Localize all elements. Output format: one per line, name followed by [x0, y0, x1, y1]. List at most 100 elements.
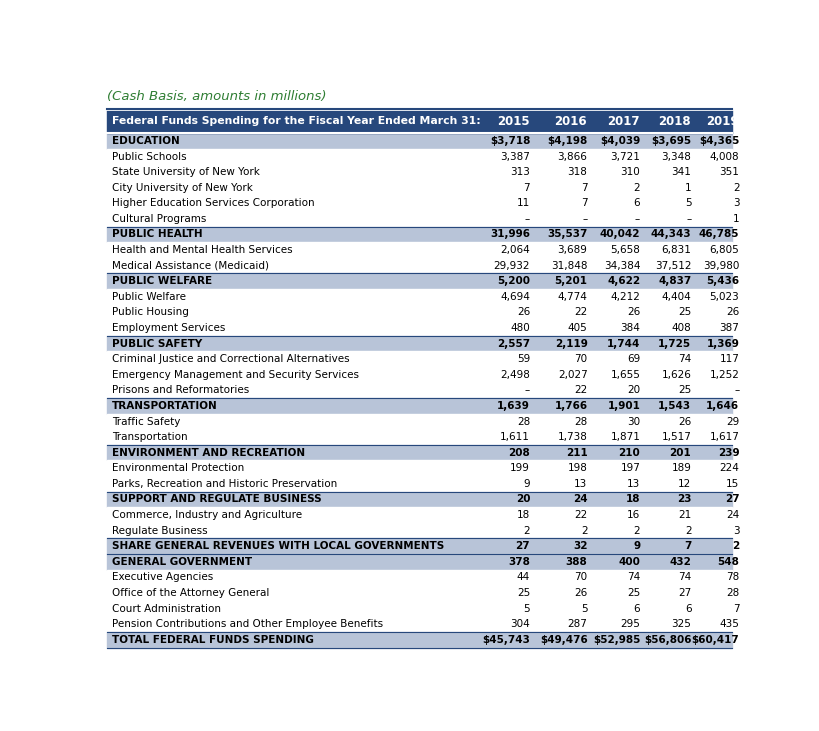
- Text: 18: 18: [626, 494, 640, 504]
- Text: 31,996: 31,996: [491, 230, 530, 240]
- Text: 2: 2: [523, 526, 530, 536]
- Text: 25: 25: [517, 588, 530, 598]
- Text: 2: 2: [732, 541, 740, 551]
- Text: 408: 408: [672, 323, 691, 333]
- Text: –: –: [734, 385, 740, 395]
- Text: 26: 26: [517, 308, 530, 317]
- Text: 24: 24: [573, 494, 587, 504]
- Text: 435: 435: [720, 619, 740, 629]
- Bar: [107, 109, 732, 133]
- Bar: [107, 585, 732, 601]
- Text: 5: 5: [685, 198, 691, 208]
- Text: 46,785: 46,785: [699, 230, 740, 240]
- Text: 7: 7: [684, 541, 691, 551]
- Text: 4,404: 4,404: [662, 292, 691, 302]
- Text: State University of New York: State University of New York: [111, 167, 260, 177]
- Text: Pension Contributions and Other Employee Benefits: Pension Contributions and Other Employee…: [111, 619, 382, 629]
- Text: 3,387: 3,387: [500, 151, 530, 162]
- Text: 21: 21: [678, 510, 691, 520]
- Text: 388: 388: [566, 557, 587, 567]
- Text: 548: 548: [717, 557, 740, 567]
- Text: 7: 7: [523, 183, 530, 193]
- Text: 2,064: 2,064: [500, 245, 530, 255]
- Text: 1,655: 1,655: [610, 370, 640, 379]
- Text: 4,008: 4,008: [710, 151, 740, 162]
- Text: 4,837: 4,837: [658, 276, 691, 287]
- Bar: [107, 507, 732, 523]
- Text: 3,348: 3,348: [662, 151, 691, 162]
- Text: 2,498: 2,498: [500, 370, 530, 379]
- Text: Environmental Protection: Environmental Protection: [111, 463, 244, 473]
- Text: 6,805: 6,805: [710, 245, 740, 255]
- Text: Public Housing: Public Housing: [111, 308, 188, 317]
- Bar: [107, 258, 732, 273]
- Text: 26: 26: [627, 308, 640, 317]
- Text: PUBLIC WELFARE: PUBLIC WELFARE: [111, 276, 212, 287]
- Text: 4,694: 4,694: [500, 292, 530, 302]
- Text: (Cash Basis, amounts in millions): (Cash Basis, amounts in millions): [107, 90, 327, 103]
- Text: 2: 2: [634, 183, 640, 193]
- Bar: [107, 164, 732, 180]
- Text: Executive Agencies: Executive Agencies: [111, 572, 213, 583]
- Text: 1,738: 1,738: [558, 432, 587, 442]
- Text: 351: 351: [720, 167, 740, 177]
- Text: 310: 310: [621, 167, 640, 177]
- Text: 210: 210: [618, 447, 640, 458]
- Text: 74: 74: [678, 354, 691, 364]
- Text: 2: 2: [685, 526, 691, 536]
- Text: Regulate Business: Regulate Business: [111, 526, 207, 536]
- Text: 2017: 2017: [607, 115, 640, 128]
- Text: TRANSPORTATION: TRANSPORTATION: [111, 401, 217, 411]
- Text: 432: 432: [669, 557, 691, 567]
- Text: Prisons and Reformatories: Prisons and Reformatories: [111, 385, 249, 395]
- Text: 2,119: 2,119: [554, 338, 587, 349]
- Text: 15: 15: [726, 479, 740, 489]
- Text: 74: 74: [678, 572, 691, 583]
- Text: 3: 3: [733, 526, 740, 536]
- Text: $3,718: $3,718: [490, 136, 530, 146]
- Bar: [107, 461, 732, 476]
- Text: 22: 22: [574, 308, 587, 317]
- Text: SHARE GENERAL REVENUES WITH LOCAL GOVERNMENTS: SHARE GENERAL REVENUES WITH LOCAL GOVERN…: [111, 541, 444, 551]
- Text: 400: 400: [618, 557, 640, 567]
- Text: 26: 26: [574, 588, 587, 598]
- Text: 37,512: 37,512: [655, 261, 691, 270]
- Text: 211: 211: [566, 447, 587, 458]
- Text: Federal Funds Spending for the Fiscal Year Ended March 31:: Federal Funds Spending for the Fiscal Ye…: [111, 116, 481, 126]
- Text: 1,611: 1,611: [500, 432, 530, 442]
- Text: 198: 198: [568, 463, 587, 473]
- Bar: [107, 601, 732, 616]
- Text: 1,646: 1,646: [706, 401, 740, 411]
- Text: Public Schools: Public Schools: [111, 151, 186, 162]
- Text: Employment Services: Employment Services: [111, 323, 225, 333]
- Text: –: –: [525, 385, 530, 395]
- Text: 25: 25: [678, 385, 691, 395]
- Bar: [107, 476, 732, 492]
- Text: 287: 287: [568, 619, 587, 629]
- Text: Health and Mental Health Services: Health and Mental Health Services: [111, 245, 292, 255]
- Text: 405: 405: [568, 323, 587, 333]
- Bar: [107, 320, 732, 336]
- Text: 44,343: 44,343: [651, 230, 691, 240]
- Text: 25: 25: [678, 308, 691, 317]
- Bar: [107, 445, 732, 461]
- Text: 1,766: 1,766: [554, 401, 587, 411]
- Bar: [107, 616, 732, 632]
- Text: Public Welfare: Public Welfare: [111, 292, 186, 302]
- Text: $52,985: $52,985: [593, 635, 640, 645]
- Text: $45,743: $45,743: [482, 635, 530, 645]
- Text: 25: 25: [627, 588, 640, 598]
- Text: 5: 5: [581, 604, 587, 613]
- Text: 1,744: 1,744: [607, 338, 640, 349]
- Text: 4,212: 4,212: [610, 292, 640, 302]
- Text: 197: 197: [620, 463, 640, 473]
- Text: Medical Assistance (Medicaid): Medical Assistance (Medicaid): [111, 261, 269, 270]
- Text: 304: 304: [510, 619, 530, 629]
- Text: 20: 20: [627, 385, 640, 395]
- Text: City University of New York: City University of New York: [111, 183, 252, 193]
- Bar: [107, 352, 732, 367]
- Text: 69: 69: [627, 354, 640, 364]
- Text: Parks, Recreation and Historic Preservation: Parks, Recreation and Historic Preservat…: [111, 479, 337, 489]
- Text: 6,831: 6,831: [662, 245, 691, 255]
- Bar: [107, 242, 732, 258]
